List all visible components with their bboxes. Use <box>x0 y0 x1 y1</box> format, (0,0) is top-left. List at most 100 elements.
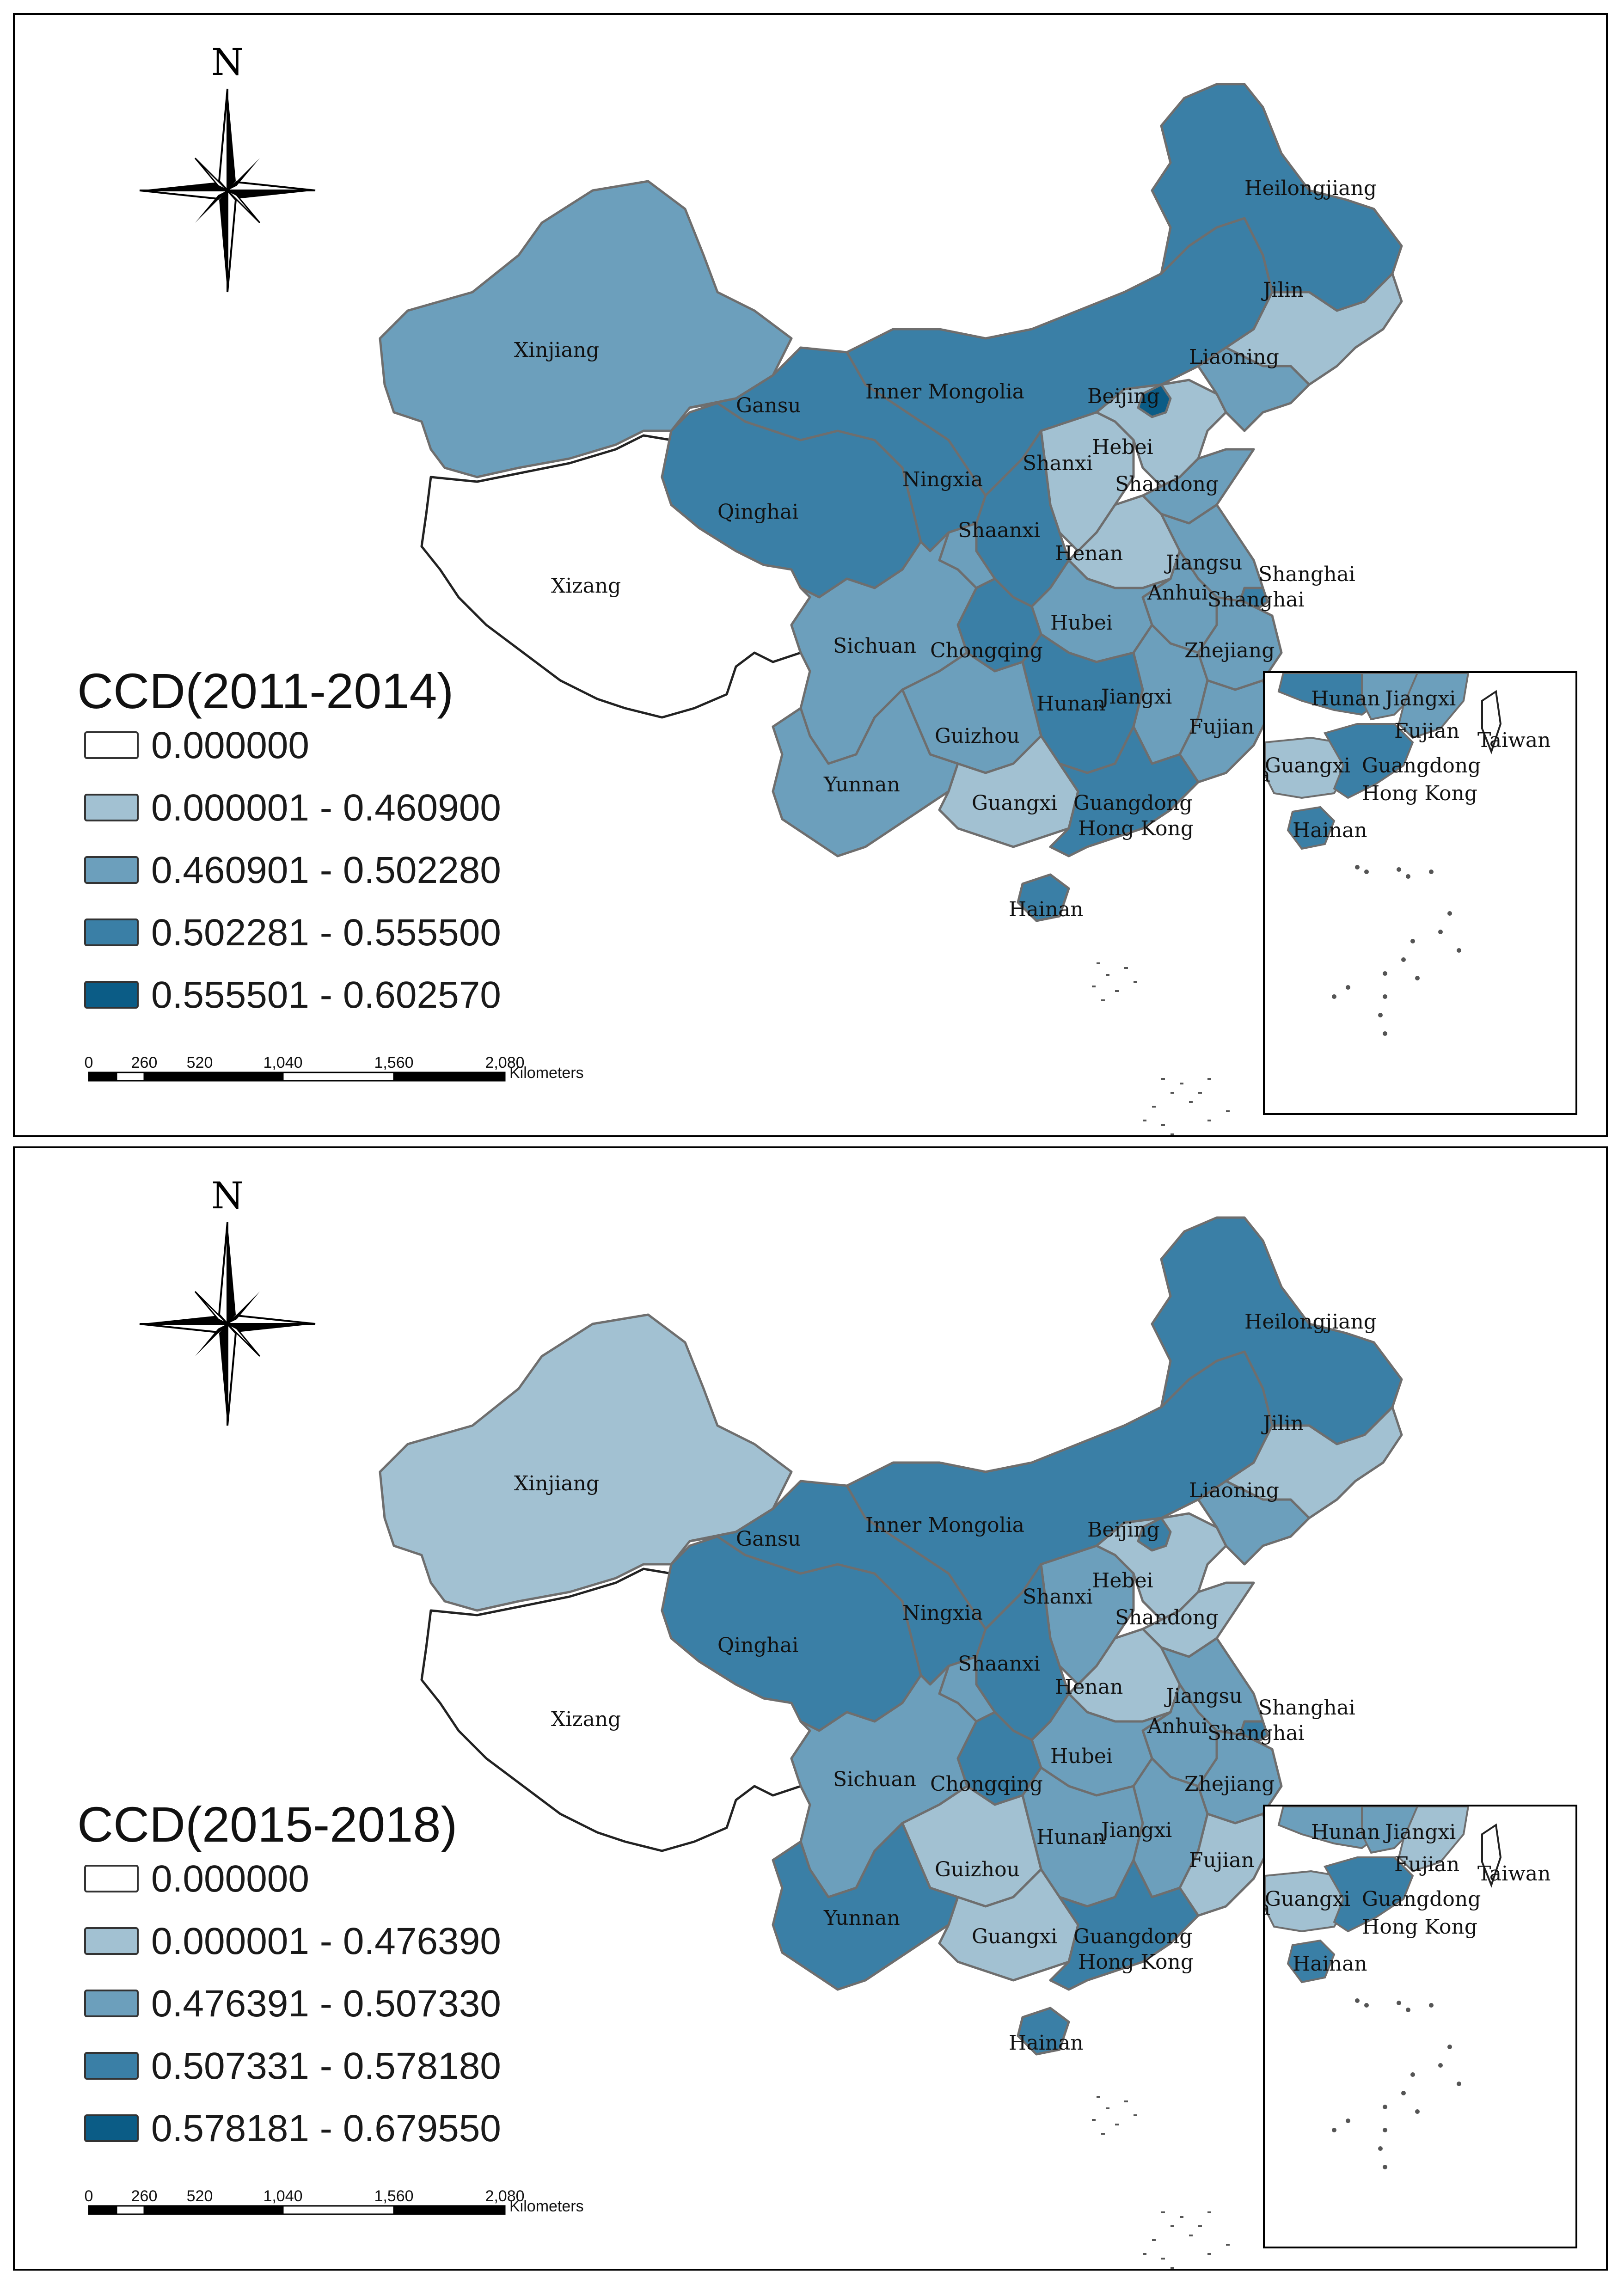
label-anhui: Anhui <box>1147 1715 1208 1738</box>
label-sichuan: Sichuan <box>833 1768 916 1791</box>
legend-swatch <box>84 1927 139 1955</box>
legend-swatch <box>84 1865 139 1892</box>
north-arrow: N <box>130 41 325 297</box>
label-shandong: Shandong <box>1115 472 1219 496</box>
inset-label-hainan: Hainan <box>1293 1952 1367 1976</box>
scale-tick-labels: 0 260 520 1,040 1,560 2,080 <box>85 1054 525 1072</box>
legend-range: 0.000001 - 0.476390 <box>151 1920 501 1962</box>
label-jiangsu: Jiangsu <box>1164 1684 1242 1708</box>
legend-swatch <box>84 2052 139 2080</box>
inset-label-hunan: Hunan <box>1311 1820 1380 1844</box>
label-guizhou: Guizhou <box>935 1858 1020 1881</box>
label-hongkong: Hong Kong <box>1078 817 1194 840</box>
inset-taiwan <box>1481 1823 1502 1888</box>
legend-range: 0.555501 - 0.602570 <box>151 974 501 1016</box>
label-hainan: Hainan <box>1009 898 1084 921</box>
south-sea-islands <box>1092 962 1230 1135</box>
label-shanxi: Shanxi <box>1023 452 1093 475</box>
province-hebei <box>1095 379 1227 488</box>
label-xizang: Xizang <box>551 574 621 598</box>
inset-label-guangdong: Guangdong <box>1362 1887 1481 1911</box>
label-zhejiang: Zhejiang <box>1184 639 1275 662</box>
province-hainan <box>1017 873 1070 922</box>
label-jiangxi: Jiangxi <box>1099 685 1172 709</box>
label-guangxi: Guangxi <box>972 1925 1057 1948</box>
province-yunnan <box>772 688 959 857</box>
scale-bar: 0 260 520 1,040 1,560 2,080 Kilometers <box>73 1032 674 1096</box>
inset-label-fujian: Fujian <box>1394 719 1459 743</box>
province-heilongjiang <box>1151 83 1403 312</box>
inset-label-taiwan: Taiwan <box>1477 729 1550 752</box>
label-gansu: Gansu <box>736 394 801 417</box>
label-yunnan: Yunnan <box>823 773 900 796</box>
label-xizang: Xizang <box>551 1708 621 1731</box>
label-jiangsu: Jiangsu <box>1164 551 1242 575</box>
legend-swatch <box>84 1990 139 2017</box>
province-polygons <box>379 83 1403 922</box>
china-map: Xinjiang Xizang Gansu Inner Mongolia Qinghai… <box>379 83 1403 1135</box>
scale-segments <box>88 2205 506 2215</box>
label-jiangxi: Jiangxi <box>1099 1819 1172 1842</box>
label-liaoning: Liaoning <box>1189 1479 1279 1502</box>
inset-islands <box>1332 1998 1461 2169</box>
province-polygons <box>379 1216 1403 2056</box>
map-panel-2011-2014: Xinjiang Xizang Gansu Inner Mongolia Qinghai… <box>13 13 1608 1137</box>
scale-tick: 1,040 <box>263 1054 302 1072</box>
inset-label-hongkong: Hong Kong <box>1362 782 1477 805</box>
scale-tick: 2,080 <box>485 1054 524 1072</box>
label-xinjiang: Xinjiang <box>514 338 599 362</box>
north-label: N <box>211 1181 244 1217</box>
inset-guangxi <box>1264 1870 1349 1933</box>
label-hubei: Hubei <box>1050 1745 1113 1768</box>
label-fujian: Fujian <box>1189 715 1254 739</box>
inset-label-guangxi: Guangxi <box>1265 754 1350 778</box>
label-jilin: Jilin <box>1261 1412 1304 1435</box>
label-shandong: Shandong <box>1115 1606 1219 1629</box>
scale-tick: 2,080 <box>485 2187 524 2205</box>
label-henan: Henan <box>1055 542 1123 565</box>
legend-range: 0.460901 - 0.502280 <box>151 849 501 891</box>
inset-hainan <box>1287 1939 1336 1984</box>
china-map: Xinjiang Xizang Gansu Inner Mongolia Qinghai… <box>379 1216 1403 2269</box>
scale-unit: Kilometers <box>509 1064 584 1082</box>
scale-tick: 0 <box>85 2187 93 2205</box>
legend-range: 0.476391 - 0.507330 <box>151 1983 501 2025</box>
inset-polygons <box>1264 1806 1502 1984</box>
south-sea-islands <box>1092 2096 1230 2269</box>
province-xizang <box>420 1568 811 1852</box>
inset-labels: HunanJiangxiFujianTaiwanTaGuangxiGuangdo… <box>1246 1820 1550 1976</box>
inset-fujian <box>1397 1806 1470 1873</box>
inset-labels: HunanJiangxiFujianTaiwanTaGuangxiGuangdo… <box>1246 687 1550 842</box>
label-zhejiang: Zhejiang <box>1184 1772 1275 1796</box>
label-henan: Henan <box>1055 1675 1123 1699</box>
inset-polygons <box>1264 672 1502 850</box>
legend-swatch <box>84 918 139 946</box>
label-beijing: Beijing <box>1087 1518 1160 1542</box>
scale-tick: 1,560 <box>374 1054 413 1072</box>
scale-segments <box>88 1072 506 1082</box>
label-qinghai: Qinghai <box>717 1634 798 1657</box>
inset-taiwan <box>1481 690 1502 754</box>
inset-islands <box>1332 865 1461 1036</box>
inset-guangxi <box>1264 736 1349 799</box>
inset-label-jiangxi: Jiangxi <box>1383 687 1456 710</box>
label-guangxi: Guangxi <box>972 791 1057 815</box>
inset-map: HunanJiangxiFujianTaiwanTaGuangxiGuangdo… <box>1246 671 1577 1115</box>
compass-icon: N <box>139 41 316 293</box>
scale-tick: 520 <box>187 1054 213 1072</box>
label-guangdong: Guangdong <box>1073 791 1192 815</box>
map-panel-2015-2018: Xinjiang Xizang Gansu Inner Mongolia Qinghai… <box>13 1146 1608 2271</box>
province-labels: Xinjiang Xizang Gansu Inner Mongolia Qinghai… <box>514 1310 1377 2055</box>
legend-swatch <box>84 856 139 884</box>
scale-tick: 1,040 <box>263 2187 302 2205</box>
scale-tick-labels: 0 260 520 1,040 1,560 2,080 <box>85 2187 525 2205</box>
inset-map: HunanJiangxiFujianTaiwanTaGuangxiGuangdo… <box>1246 1805 1577 2248</box>
north-label: N <box>211 47 244 84</box>
scale-bar: 0 260 520 1,040 1,560 2,080 Kilometers <box>73 2165 674 2230</box>
inset-guangdong <box>1323 723 1414 799</box>
label-shanghai: Shanghai <box>1258 1696 1355 1720</box>
legend-range: 0.507331 - 0.578180 <box>151 2045 501 2087</box>
label-hunan: Hunan <box>1036 1825 1106 1849</box>
label-chongqing: Chongqing <box>930 1772 1043 1796</box>
province-guangdong <box>1049 725 1200 857</box>
